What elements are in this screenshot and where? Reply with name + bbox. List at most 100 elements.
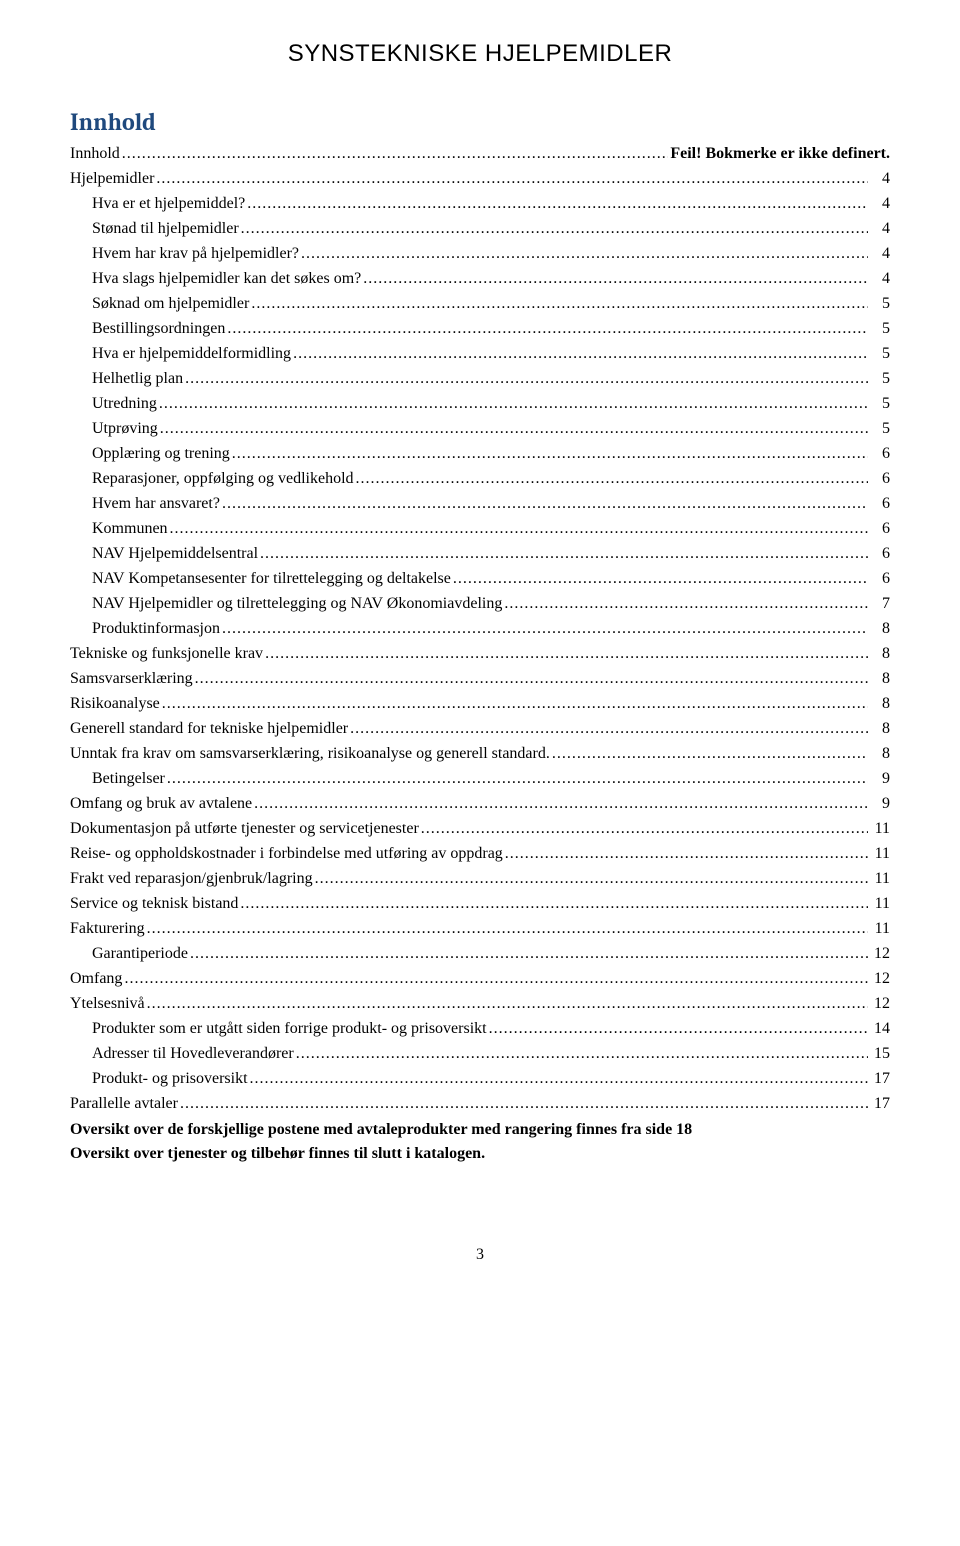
toc-entry-label: Service og teknisk bistand <box>70 892 238 916</box>
toc-entry-label: Reise- og oppholdskostnader i forbindels… <box>70 842 503 866</box>
toc-leader-dots <box>124 967 868 991</box>
toc-entry-page: 14 <box>870 1017 890 1041</box>
toc-leader-dots <box>350 717 868 741</box>
toc-list: InnholdFeil! Bokmerke er ikke definert.H… <box>70 142 890 1116</box>
toc-row[interactable]: Hvem har ansvaret? 6 <box>70 492 890 516</box>
toc-entry-label: Frakt ved reparasjon/gjenbruk/lagring <box>70 867 313 891</box>
toc-row[interactable]: NAV Kompetansesenter for tilrettelegging… <box>70 567 890 591</box>
toc-leader-dots <box>296 1042 868 1066</box>
toc-row[interactable]: Hvem har krav på hjelpemidler?4 <box>70 242 890 266</box>
toc-entry-label: NAV Hjelpemiddelsentral <box>92 542 258 566</box>
toc-leader-dots <box>185 367 868 391</box>
toc-row[interactable]: Omfang og bruk av avtalene9 <box>70 792 890 816</box>
toc-row[interactable]: Opplæring og trening6 <box>70 442 890 466</box>
toc-entry-page: 6 <box>870 492 890 516</box>
toc-row[interactable]: Fakturering11 <box>70 917 890 941</box>
toc-entry-page: 7 <box>870 592 890 616</box>
toc-entry-page: 6 <box>870 517 890 541</box>
toc-row[interactable]: Hva er hjelpemiddelformidling5 <box>70 342 890 366</box>
toc-leader-dots <box>167 767 868 791</box>
toc-entry-label: Innhold <box>70 142 120 166</box>
toc-row[interactable]: NAV Hjelpemiddelsentral6 <box>70 542 890 566</box>
toc-leader-dots <box>293 342 868 366</box>
toc-row[interactable]: Reise- og oppholdskostnader i forbindels… <box>70 842 890 866</box>
toc-row[interactable]: Stønad til hjelpemidler 4 <box>70 217 890 241</box>
toc-entry-page: 5 <box>870 392 890 416</box>
toc-row[interactable]: Risikoanalyse8 <box>70 692 890 716</box>
toc-row[interactable]: Samsvarserklæring8 <box>70 667 890 691</box>
toc-leader-dots <box>250 1067 868 1091</box>
toc-row[interactable]: NAV Hjelpemidler og tilrettelegging og N… <box>70 592 890 616</box>
toc-end-block: Oversikt over de forskjellige postene me… <box>70 1118 890 1166</box>
toc-entry-page: 12 <box>870 992 890 1016</box>
toc-leader-dots <box>301 242 868 266</box>
toc-entry-page: 5 <box>870 317 890 341</box>
toc-leader-dots <box>227 317 868 341</box>
toc-entry-label: Utprøving <box>92 417 158 441</box>
toc-entry-page: 4 <box>870 192 890 216</box>
toc-row[interactable]: Betingelser9 <box>70 767 890 791</box>
toc-entry-page: 9 <box>870 792 890 816</box>
toc-entry-label: Fakturering <box>70 917 145 941</box>
toc-row[interactable]: InnholdFeil! Bokmerke er ikke definert. <box>70 142 890 166</box>
toc-row[interactable]: Unntak fra krav om samsvarserklæring, ri… <box>70 742 890 766</box>
toc-row[interactable]: Helhetlig plan5 <box>70 367 890 391</box>
toc-entry-label: Produktinformasjon <box>92 617 220 641</box>
toc-entry-page: 15 <box>870 1042 890 1066</box>
toc-leader-dots <box>190 942 868 966</box>
toc-entry-page: 6 <box>870 567 890 591</box>
toc-entry-label: Hva er hjelpemiddelformidling <box>92 342 291 366</box>
toc-row[interactable]: Søknad om hjelpemidler5 <box>70 292 890 316</box>
toc-row[interactable]: Adresser til Hovedleverandører 15 <box>70 1042 890 1066</box>
toc-leader-dots <box>251 292 868 316</box>
toc-row[interactable]: Tekniske og funksjonelle krav8 <box>70 642 890 666</box>
toc-row[interactable]: Generell standard for tekniske hjelpemid… <box>70 717 890 741</box>
toc-row[interactable]: Omfang 12 <box>70 967 890 991</box>
toc-entry-label: Reparasjoner, oppfølging og vedlikehold <box>92 467 354 491</box>
toc-row[interactable]: Produkter som er utgått siden forrige pr… <box>70 1017 890 1041</box>
toc-row[interactable]: Parallelle avtaler17 <box>70 1092 890 1116</box>
toc-leader-dots <box>240 892 868 916</box>
toc-row[interactable]: Hjelpemidler4 <box>70 167 890 191</box>
toc-row[interactable]: Utredning5 <box>70 392 890 416</box>
toc-row[interactable]: Garantiperiode12 <box>70 942 890 966</box>
toc-row[interactable]: Produkt- og prisoversikt17 <box>70 1067 890 1091</box>
toc-row[interactable]: Hva er et hjelpemiddel?4 <box>70 192 890 216</box>
toc-entry-page: 4 <box>870 217 890 241</box>
toc-leader-dots <box>160 417 868 441</box>
toc-row[interactable]: Bestillingsordningen5 <box>70 317 890 341</box>
toc-row[interactable]: Frakt ved reparasjon/gjenbruk/lagring 11 <box>70 867 890 891</box>
toc-row[interactable]: Reparasjoner, oppfølging og vedlikehold6 <box>70 467 890 491</box>
toc-leader-dots <box>254 792 868 816</box>
toc-leader-dots <box>504 592 868 616</box>
toc-row[interactable]: Dokumentasjon på utførte tjenester og se… <box>70 817 890 841</box>
toc-row[interactable]: Service og teknisk bistand11 <box>70 892 890 916</box>
toc-entry-page: 11 <box>870 817 890 841</box>
toc-entry-label: Adresser til Hovedleverandører <box>92 1042 294 1066</box>
toc-row[interactable]: Ytelsesnivå12 <box>70 992 890 1016</box>
toc-entry-label: Omfang <box>70 967 122 991</box>
toc-entry-page: 12 <box>870 942 890 966</box>
toc-entry-label: Hvem har ansvaret? <box>92 492 220 516</box>
toc-row[interactable]: Kommunen6 <box>70 517 890 541</box>
toc-entry-page: 4 <box>870 267 890 291</box>
toc-row[interactable]: Produktinformasjon8 <box>70 617 890 641</box>
toc-entry-page: 8 <box>870 742 890 766</box>
toc-entry-label: Hva slags hjelpemidler kan det søkes om? <box>92 267 361 291</box>
toc-entry-label: Betingelser <box>92 767 165 791</box>
toc-entry-page: 17 <box>870 1092 890 1116</box>
toc-entry-page: 12 <box>870 967 890 991</box>
toc-row[interactable]: Utprøving5 <box>70 417 890 441</box>
toc-entry-page: 17 <box>870 1067 890 1091</box>
toc-leader-dots <box>232 442 868 466</box>
toc-entry-page: 11 <box>870 867 890 891</box>
toc-leader-dots <box>356 467 868 491</box>
toc-end-line: Oversikt over de forskjellige postene me… <box>70 1118 890 1142</box>
toc-row[interactable]: Hva slags hjelpemidler kan det søkes om?… <box>70 267 890 291</box>
toc-entry-page: 5 <box>870 367 890 391</box>
toc-entry-label: Stønad til hjelpemidler <box>92 217 239 241</box>
toc-entry-label: Søknad om hjelpemidler <box>92 292 249 316</box>
toc-leader-dots <box>170 517 868 541</box>
toc-entry-label: Hjelpemidler <box>70 167 154 191</box>
toc-leader-dots <box>265 642 868 666</box>
